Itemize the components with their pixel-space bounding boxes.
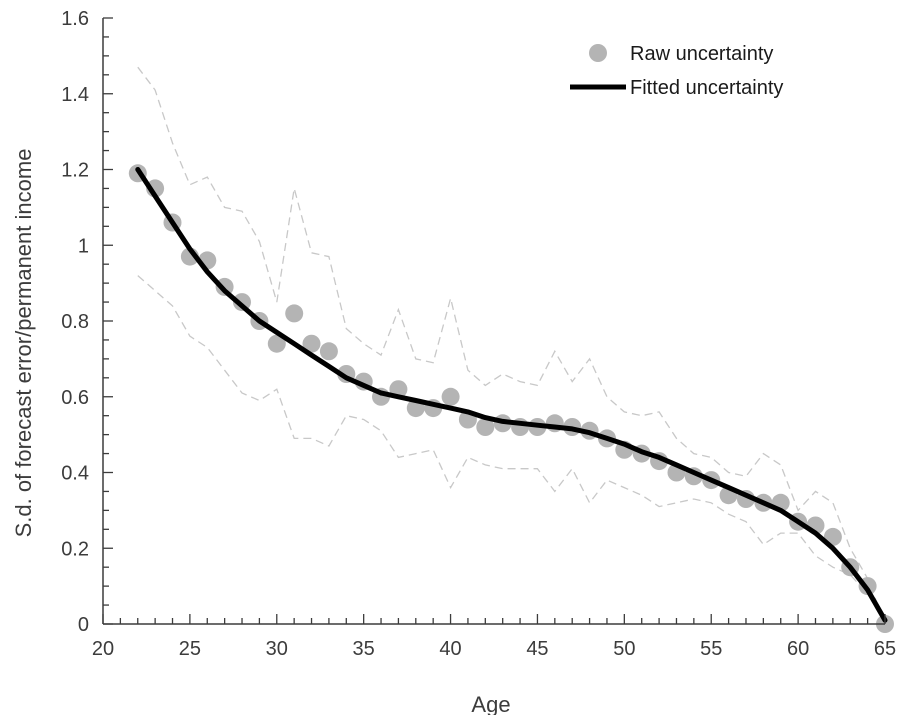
confidence-band-line-3 xyxy=(137,275,886,625)
y-tick-label: 0.2 xyxy=(61,538,89,560)
x-tick-label: 40 xyxy=(439,638,461,660)
confidence-band-line-2 xyxy=(137,66,886,625)
y-tick-label: 1.2 xyxy=(61,160,89,182)
x-tick-label: 45 xyxy=(526,638,548,660)
x-tick-label: 65 xyxy=(874,638,896,660)
x-tick-label: 25 xyxy=(179,638,201,660)
raw-uncertainty-point xyxy=(476,418,495,436)
y-tick-label: 0 xyxy=(78,614,89,636)
x-axis-title: Age xyxy=(471,692,510,715)
x-tick-label: 20 xyxy=(92,638,114,660)
fitted-uncertainty-line xyxy=(135,167,888,623)
y-tick-label: 1.4 xyxy=(61,84,89,106)
y-tick-label: 1.6 xyxy=(61,8,89,30)
axes: 20 25 30 35 40 45 50 55 60 65 0 0.2 0.4 0.6 0.8 1 1.2 1.4… xyxy=(11,8,896,717)
y-axis-title: S.d. of forecast error/permanent income xyxy=(11,149,36,538)
y-tick-label: 0.6 xyxy=(61,387,89,409)
raw-uncertainty-point xyxy=(319,342,338,361)
x-tick-label: 35 xyxy=(353,638,375,660)
raw-points xyxy=(128,164,894,633)
legend-label-fitted: Fitted uncertainty xyxy=(630,77,783,99)
x-tick-label: 60 xyxy=(787,638,809,660)
x-tick-label: 50 xyxy=(613,638,635,660)
raw-uncertainty-point xyxy=(285,304,304,323)
confidence-bands xyxy=(137,66,886,625)
legend: Raw uncertainty Fitted uncertainty xyxy=(570,43,783,99)
fitted-series xyxy=(135,167,888,623)
x-tick-label: 30 xyxy=(266,638,288,660)
raw-uncertainty-point xyxy=(302,334,321,353)
y-tick-label: 0.4 xyxy=(61,463,89,485)
legend-label-raw: Raw uncertainty xyxy=(630,43,773,65)
y-tick-label: 0.8 xyxy=(61,311,89,333)
y-tick-label: 1 xyxy=(78,235,89,257)
raw-uncertainty-point xyxy=(267,334,286,353)
raw-uncertainty-point xyxy=(441,387,460,406)
x-tick-label: 55 xyxy=(700,638,722,660)
legend-marker-raw xyxy=(589,44,607,62)
